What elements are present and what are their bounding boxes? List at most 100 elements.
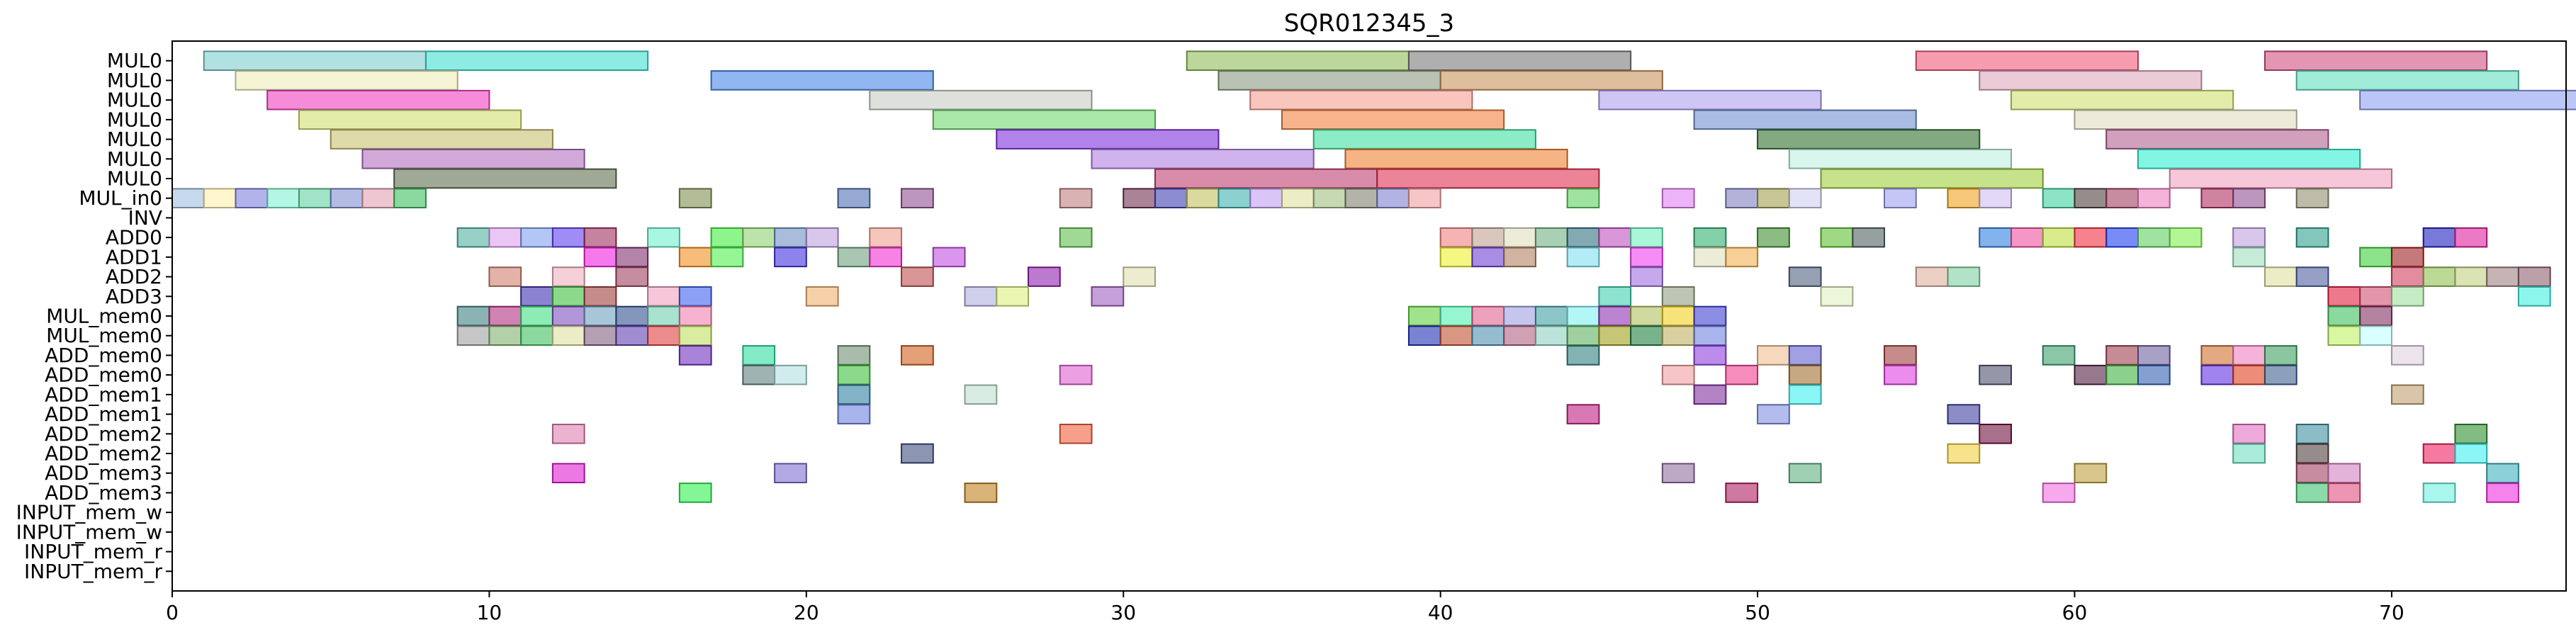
task-bar: [1757, 404, 1790, 424]
task-bar: [2263, 364, 2297, 385]
task-bar: [1947, 404, 1981, 424]
task-bar: [1534, 227, 1568, 248]
task-bar: [2200, 345, 2234, 366]
task-bar: [837, 188, 871, 209]
task-bar: [837, 384, 871, 405]
task-bar: [393, 168, 617, 189]
task-bar: [330, 129, 553, 150]
task-bar: [1979, 227, 2013, 248]
task-bar: [1376, 168, 1600, 189]
task-bar: [2263, 266, 2297, 287]
task-bar: [678, 345, 712, 366]
task-bar: [1407, 50, 1632, 72]
task-bar: [2042, 345, 2076, 366]
task-bar: [1376, 188, 1410, 209]
task-bar: [2263, 50, 2488, 72]
y-tick-label: MUL0: [107, 167, 162, 191]
task-bar: [1757, 188, 1790, 209]
task-bar: [837, 247, 871, 268]
task-bar: [1757, 227, 1790, 248]
task-bar: [710, 70, 934, 91]
task-bar: [2359, 89, 2576, 111]
task-bar: [2390, 384, 2424, 405]
task-bar: [1598, 325, 1632, 346]
task-bar: [1439, 227, 1473, 248]
task-bar: [2390, 345, 2424, 366]
task-bar: [1534, 325, 1568, 346]
task-bar: [2232, 247, 2266, 268]
task-bar: [2422, 227, 2456, 248]
task-bar: [2454, 227, 2488, 248]
task-bar: [710, 227, 744, 248]
task-bar: [1407, 188, 1441, 209]
task-bar: [1979, 188, 2013, 209]
task-bar: [2422, 266, 2456, 287]
task-bar: [742, 345, 776, 366]
task-bar: [1757, 345, 1790, 366]
task-bar: [1439, 70, 1663, 91]
task-bar: [1154, 188, 1188, 209]
task-bar: [583, 325, 617, 346]
x-tick-label: 40: [1428, 601, 1453, 624]
task-bar: [1312, 129, 1536, 150]
task-bar: [1281, 188, 1315, 209]
task-bar: [1630, 305, 1663, 327]
y-tick-label: ADD_mem0: [45, 363, 162, 387]
task-bar: [298, 188, 332, 209]
task-bar: [2232, 423, 2266, 444]
task-bar: [1123, 188, 1156, 209]
task-bar: [837, 364, 871, 385]
task-bar: [1693, 325, 1727, 346]
x-tick-label: 0: [166, 601, 179, 624]
task-bar: [456, 305, 490, 327]
task-bar: [1566, 404, 1600, 424]
task-bar: [1979, 423, 2013, 444]
task-bar: [964, 286, 998, 307]
task-bar: [1693, 384, 1727, 405]
task-bar: [1598, 286, 1632, 307]
task-bar: [2517, 266, 2551, 287]
task-bar: [2137, 364, 2171, 385]
chart-title: SQR012345_3: [1284, 9, 1454, 38]
task-bar: [1693, 227, 1727, 248]
task-bar: [551, 227, 585, 248]
y-tick-label: ADD_mem1: [45, 402, 162, 426]
task-bar: [1788, 364, 1822, 385]
task-bar: [2295, 266, 2329, 287]
task-bar: [710, 247, 744, 268]
task-bar: [1947, 443, 1981, 464]
task-bar: [1281, 109, 1505, 130]
task-bar: [837, 345, 871, 366]
task-bar: [647, 286, 680, 307]
task-bar: [869, 89, 1093, 111]
task-bar: [1407, 325, 1441, 346]
task-bar: [2359, 305, 2392, 327]
task-bar: [2295, 188, 2329, 209]
task-bar: [1725, 247, 1759, 268]
y-tick-label: MUL_mem0: [46, 324, 162, 347]
y-tick-label: MUL_mem0: [46, 305, 162, 328]
task-bar: [2074, 227, 2108, 248]
task-bar: [1757, 129, 1981, 150]
task-bar: [2295, 443, 2329, 464]
task-bar: [2074, 109, 2297, 130]
task-bar: [2010, 89, 2234, 111]
task-bar: [901, 443, 934, 464]
task-bar: [774, 463, 807, 484]
y-tick-label: ADD3: [106, 285, 162, 308]
task-bar: [1059, 227, 1093, 248]
task-bar: [583, 247, 617, 268]
task-bar: [1312, 188, 1346, 209]
task-bar: [1566, 305, 1600, 327]
task-bar: [2263, 345, 2297, 366]
task-bar: [2295, 227, 2329, 248]
task-bar: [901, 266, 934, 287]
task-bar: [488, 325, 522, 346]
task-bar: [551, 423, 585, 444]
task-bar: [2422, 443, 2456, 464]
task-bar: [2295, 483, 2329, 503]
x-tick-label: 50: [1745, 601, 1770, 624]
task-bar: [1630, 247, 1663, 268]
task-bar: [1503, 247, 1536, 268]
task-bar: [2105, 345, 2139, 366]
